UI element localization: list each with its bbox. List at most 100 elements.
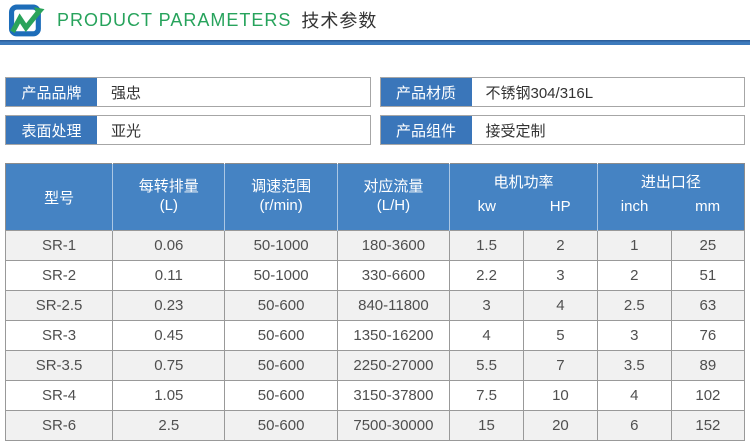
col-header-model: 型号 (5, 163, 113, 231)
cell-flow: 180-3600 (336, 230, 451, 261)
cell-flow: 840-11800 (336, 290, 451, 321)
cell-inch: 3 (596, 320, 672, 351)
cell-model: SR-2 (4, 260, 114, 291)
field-value: 接受定制 (485, 122, 546, 140)
cell-kw: 2.2 (449, 260, 524, 291)
field-value: 强忠 (111, 84, 142, 102)
cell-displacement: 0.45 (112, 320, 226, 351)
brand-logo-icon (8, 4, 45, 36)
cell-model: SR-3.5 (4, 350, 114, 381)
cell-hp: 4 (522, 290, 598, 321)
cell-speed: 50-600 (224, 350, 338, 381)
table-row: SR-2.5 0.23 50-600 840-11800 3 4 2.5 63 (4, 290, 746, 321)
cell-speed: 50-1000 (224, 260, 338, 291)
cell-kw: 5.5 (449, 350, 524, 381)
cell-inch: 6 (596, 410, 672, 441)
spec-table-header: 型号 每转排量 (L) 调速范围 (r/min) 对应流量 (L/H) 电机功率… (5, 163, 745, 231)
spec-field-surface: 表面处理 亚光 (5, 115, 371, 145)
cell-inch: 2 (596, 260, 672, 291)
cell-kw: 15 (449, 410, 524, 441)
cell-model: SR-3 (4, 320, 114, 351)
col-header-displacement: 每转排量 (L) (112, 163, 225, 231)
page-header: PRODUCT PARAMETERS 技术参数 (0, 0, 750, 40)
table-row: SR-2 0.11 50-1000 330-6600 2.2 3 2 51 (4, 260, 746, 291)
col-header-unit: (L) (159, 197, 178, 214)
page-title-en: PRODUCT PARAMETERS (57, 9, 292, 30)
field-value: 亚光 (111, 122, 142, 140)
cell-mm: 89 (670, 350, 746, 381)
cell-flow: 330-6600 (336, 260, 451, 291)
cell-displacement: 2.5 (112, 410, 226, 441)
cell-displacement: 0.75 (112, 350, 226, 381)
cell-hp: 2 (522, 230, 598, 261)
cell-mm: 63 (670, 290, 746, 321)
header-divider (0, 40, 750, 45)
cell-displacement: 0.11 (112, 260, 226, 291)
col-header-unit: (r/min) (259, 197, 303, 214)
table-row: SR-6 2.5 50-600 7500-30000 15 20 6 152 (4, 410, 746, 441)
cell-mm: 25 (670, 230, 746, 261)
cell-kw: 1.5 (449, 230, 524, 261)
spec-fields: 产品品牌 强忠 产品材质 不锈钢304/316L 表面处理 亚光 产品组件 接受… (5, 77, 745, 145)
col-header-line: 每转排量 (138, 178, 199, 196)
cell-model: SR-6 (4, 410, 114, 441)
col-header-kw: kw (449, 198, 524, 231)
col-header-unit: (L/H) (376, 197, 411, 214)
field-value: 不锈钢304/316L (485, 84, 594, 102)
cell-flow: 1350-16200 (336, 320, 451, 351)
cell-displacement: 0.23 (112, 290, 226, 321)
cell-speed: 50-600 (224, 380, 338, 411)
cell-inch: 1 (596, 230, 672, 261)
cell-speed: 50-600 (224, 410, 338, 441)
cell-hp: 3 (522, 260, 598, 291)
col-header-inch: inch (596, 198, 672, 231)
cell-inch: 4 (596, 380, 672, 411)
col-header-flow: 对应流量 (L/H) (336, 163, 450, 231)
cell-displacement: 1.05 (112, 380, 226, 411)
cell-flow: 2250-27000 (336, 350, 451, 381)
cell-inch: 2.5 (596, 290, 672, 321)
page-title-zh: 技术参数 (301, 11, 378, 31)
col-header-speed: 调速范围 (r/min) (224, 163, 338, 231)
cell-kw: 7.5 (449, 380, 524, 411)
cell-flow: 7500-30000 (336, 410, 451, 441)
cell-hp: 7 (522, 350, 598, 381)
spec-field-components: 产品组件 接受定制 (379, 115, 745, 145)
field-label: 表面处理 (6, 116, 97, 144)
cell-hp: 20 (522, 410, 598, 441)
field-label: 产品品牌 (6, 78, 97, 106)
table-row: SR-3 0.45 50-600 1350-16200 4 5 3 76 (4, 320, 746, 351)
cell-mm: 102 (670, 380, 746, 411)
col-group-port-size: 进出口径 (596, 163, 745, 198)
spec-field-brand: 产品品牌 强忠 (5, 77, 371, 107)
cell-kw: 3 (449, 290, 524, 321)
cell-mm: 76 (670, 320, 746, 351)
cell-speed: 50-1000 (224, 230, 338, 261)
spec-table: 型号 每转排量 (L) 调速范围 (r/min) 对应流量 (L/H) 电机功率… (4, 163, 746, 441)
cell-flow: 3150-37800 (336, 380, 451, 411)
cell-displacement: 0.06 (112, 230, 226, 261)
col-header-mm: mm (671, 198, 745, 231)
cell-speed: 50-600 (224, 320, 338, 351)
cell-model: SR-4 (4, 380, 114, 411)
spec-table-body: SR-1 0.06 50-1000 180-3600 1.5 2 1 25 SR… (4, 230, 746, 441)
col-header-line: 对应流量 (363, 178, 424, 196)
spec-field-material: 产品材质 不锈钢304/316L (379, 77, 745, 107)
cell-hp: 10 (522, 380, 598, 411)
cell-inch: 3.5 (596, 350, 672, 381)
cell-model: SR-1 (4, 230, 114, 261)
cell-mm: 51 (670, 260, 746, 291)
table-row: SR-4 1.05 50-600 3150-37800 7.5 10 4 102 (4, 380, 746, 411)
field-label: 产品组件 (380, 116, 472, 144)
col-header-hp: HP (523, 198, 598, 231)
cell-model: SR-2.5 (4, 290, 114, 321)
cell-hp: 5 (522, 320, 598, 351)
cell-mm: 152 (670, 410, 746, 441)
table-row: SR-3.5 0.75 50-600 2250-27000 5.5 7 3.5 … (4, 350, 746, 381)
col-header-line: 调速范围 (251, 178, 312, 196)
cell-kw: 4 (449, 320, 524, 351)
field-label: 产品材质 (380, 78, 472, 106)
col-group-motor-power: 电机功率 (449, 163, 598, 198)
table-row: SR-1 0.06 50-1000 180-3600 1.5 2 1 25 (4, 230, 746, 261)
cell-speed: 50-600 (224, 290, 338, 321)
